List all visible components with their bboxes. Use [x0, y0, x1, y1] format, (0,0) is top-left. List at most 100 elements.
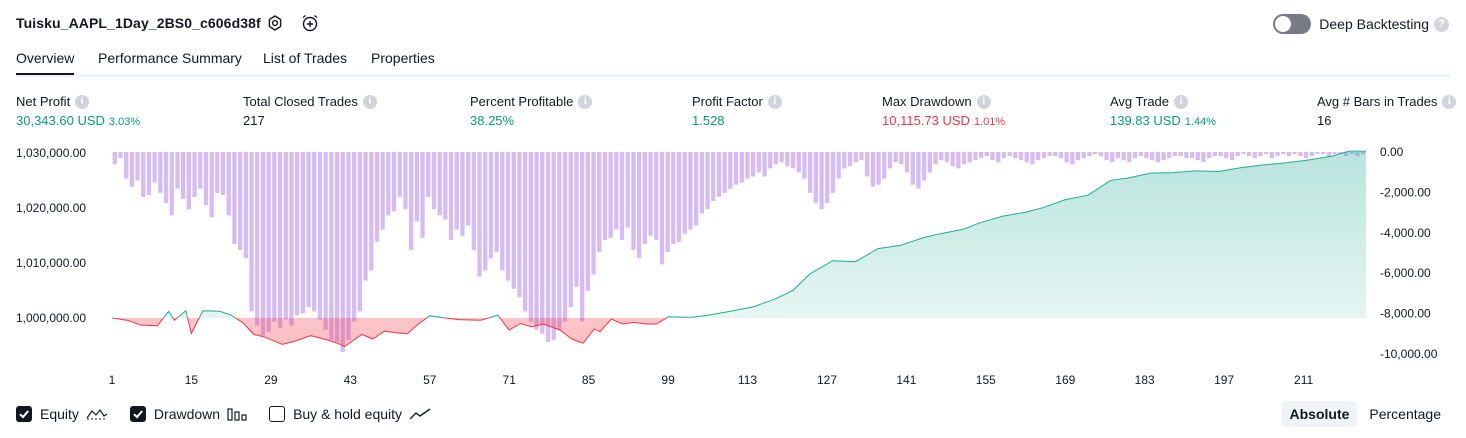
drawdown-bar — [1018, 152, 1024, 161]
mode-percentage-button[interactable]: Percentage — [1369, 406, 1441, 422]
drawdown-bar — [460, 152, 465, 236]
drawdown-bar — [323, 152, 328, 330]
x-axis-tick-label: 85 — [582, 373, 596, 387]
metric-value: 16 — [1317, 113, 1332, 128]
drawdown-bar — [386, 152, 391, 216]
drawdown-bar — [939, 152, 944, 161]
deep-backtesting-label: Deep Backtesting — [1319, 16, 1429, 32]
drawdown-bar — [118, 152, 123, 159]
drawdown-bar — [1167, 152, 1172, 159]
drawdown-bar — [215, 152, 220, 193]
drawdown-bar — [488, 152, 494, 259]
right-axis-tick-label: -4,000.00 — [1380, 226, 1431, 240]
drawdown-bar — [454, 152, 459, 230]
metric-total-closed-trades: Total Closed Trades i 217 — [243, 94, 377, 128]
equity-line-icon — [86, 407, 108, 421]
drawdown-bar — [505, 152, 511, 281]
drawdown-bar — [853, 152, 858, 163]
gear-icon[interactable] — [264, 12, 286, 34]
info-icon[interactable]: i — [767, 94, 782, 109]
drawdown-bar — [979, 152, 984, 159]
info-icon[interactable]: i — [578, 94, 593, 109]
legend-drawdown[interactable]: Drawdown — [129, 406, 247, 422]
info-icon[interactable]: i — [362, 94, 377, 109]
drawdown-bar — [1201, 152, 1206, 163]
drawdown-bar — [722, 152, 727, 193]
drawdown-bar — [733, 152, 739, 185]
drawdown-bar — [950, 152, 955, 167]
metric-label: Avg Trade — [1110, 94, 1170, 109]
drawdown-bar — [602, 152, 608, 240]
chart-legend: Equity Drawdown Buy & hold equity — [16, 403, 453, 425]
drawdown-checkbox[interactable] — [129, 406, 146, 422]
drawdown-bar — [1269, 152, 1274, 159]
buy-hold-checkbox[interactable] — [269, 406, 286, 422]
drawdown-bar — [1338, 152, 1343, 155]
drawdown-bar — [585, 152, 590, 291]
drawdown-bar — [933, 152, 938, 165]
drawdown-bar — [426, 152, 431, 197]
mode-absolute-button[interactable]: Absolute — [1281, 401, 1358, 427]
drawdown-bar — [1087, 152, 1092, 157]
info-icon[interactable]: i — [976, 94, 991, 109]
drawdown-bar — [1070, 152, 1075, 165]
drawdown-bar — [967, 152, 972, 163]
tab-list-of-trades[interactable]: List of Trades — [263, 50, 348, 66]
drawdown-bar — [374, 152, 380, 242]
drawdown-bar — [580, 152, 585, 322]
drawdown-bar — [517, 152, 522, 298]
drawdown-bar — [790, 152, 796, 169]
drawdown-bar — [956, 152, 961, 169]
info-icon[interactable]: i — [75, 94, 90, 109]
drawdown-bar — [1058, 152, 1064, 159]
drawdown-bar — [671, 152, 676, 244]
legend-label: Equity — [40, 406, 79, 422]
x-axis-tick-label: 155 — [976, 373, 996, 387]
right-axis-tick-label: 0.00 — [1380, 145, 1404, 159]
drawdown-bar — [243, 152, 248, 259]
drawdown-bar — [887, 152, 893, 169]
drawdown-bar — [591, 152, 596, 275]
metric-net-profit: Net Profit i 30,343.60 USD 3.03% — [16, 94, 140, 128]
legend-buy-hold-equity[interactable]: Buy & hold equity — [269, 406, 431, 422]
tab-performance-summary[interactable]: Performance Summary — [98, 50, 242, 66]
drawdown-bar — [562, 152, 568, 322]
metric-value: 30,343.60 USD — [16, 113, 105, 128]
drawdown-bar — [380, 152, 385, 230]
drawdown-bar — [1001, 152, 1007, 159]
tab-overview[interactable]: Overview — [16, 50, 75, 75]
drawdown-bar — [916, 152, 921, 189]
drawdown-bar — [523, 152, 528, 312]
drawdown-bar — [688, 152, 693, 230]
drawdown-bar — [1332, 152, 1337, 155]
drawdown-bar — [346, 152, 351, 340]
alarm-plus-icon[interactable] — [299, 12, 321, 34]
legend-equity[interactable]: Equity — [16, 406, 108, 422]
drawdown-bar — [255, 152, 260, 326]
drawdown-bar — [391, 152, 397, 212]
drawdown-bar — [226, 152, 231, 216]
drawdown-bar — [1241, 152, 1246, 155]
x-axis-tick-label: 197 — [1214, 373, 1234, 387]
drawdown-bar — [158, 152, 163, 193]
drawdown-bar — [751, 152, 756, 177]
tab-properties[interactable]: Properties — [371, 50, 435, 66]
drawdown-bar — [716, 152, 722, 197]
drawdown-bar — [813, 152, 818, 204]
info-icon[interactable]: i — [1174, 94, 1189, 109]
left-axis-tick-label: 1,020,000.00 — [16, 201, 86, 215]
equity-drawdown-chart[interactable]: 1,030,000.00 1,020,000.00 1,010,000.00 1,00… — [0, 138, 1466, 394]
x-axis-tick-label: 99 — [661, 373, 675, 387]
drawdown-bar — [534, 152, 539, 330]
deep-backtesting-toggle[interactable] — [1273, 14, 1312, 34]
x-axis-tick-label: 43 — [344, 373, 358, 387]
info-icon[interactable]: i — [1442, 94, 1457, 109]
question-icon[interactable]: ? — [1434, 16, 1449, 32]
drawdown-bar — [1212, 152, 1217, 157]
equity-area — [111, 150, 1366, 348]
x-axis-tick-label: 1 — [109, 373, 116, 387]
drawdown-bar — [739, 152, 744, 183]
equity-checkbox[interactable] — [16, 406, 32, 422]
drawdown-bar — [568, 152, 573, 308]
x-axis-tick-label: 127 — [817, 373, 837, 387]
